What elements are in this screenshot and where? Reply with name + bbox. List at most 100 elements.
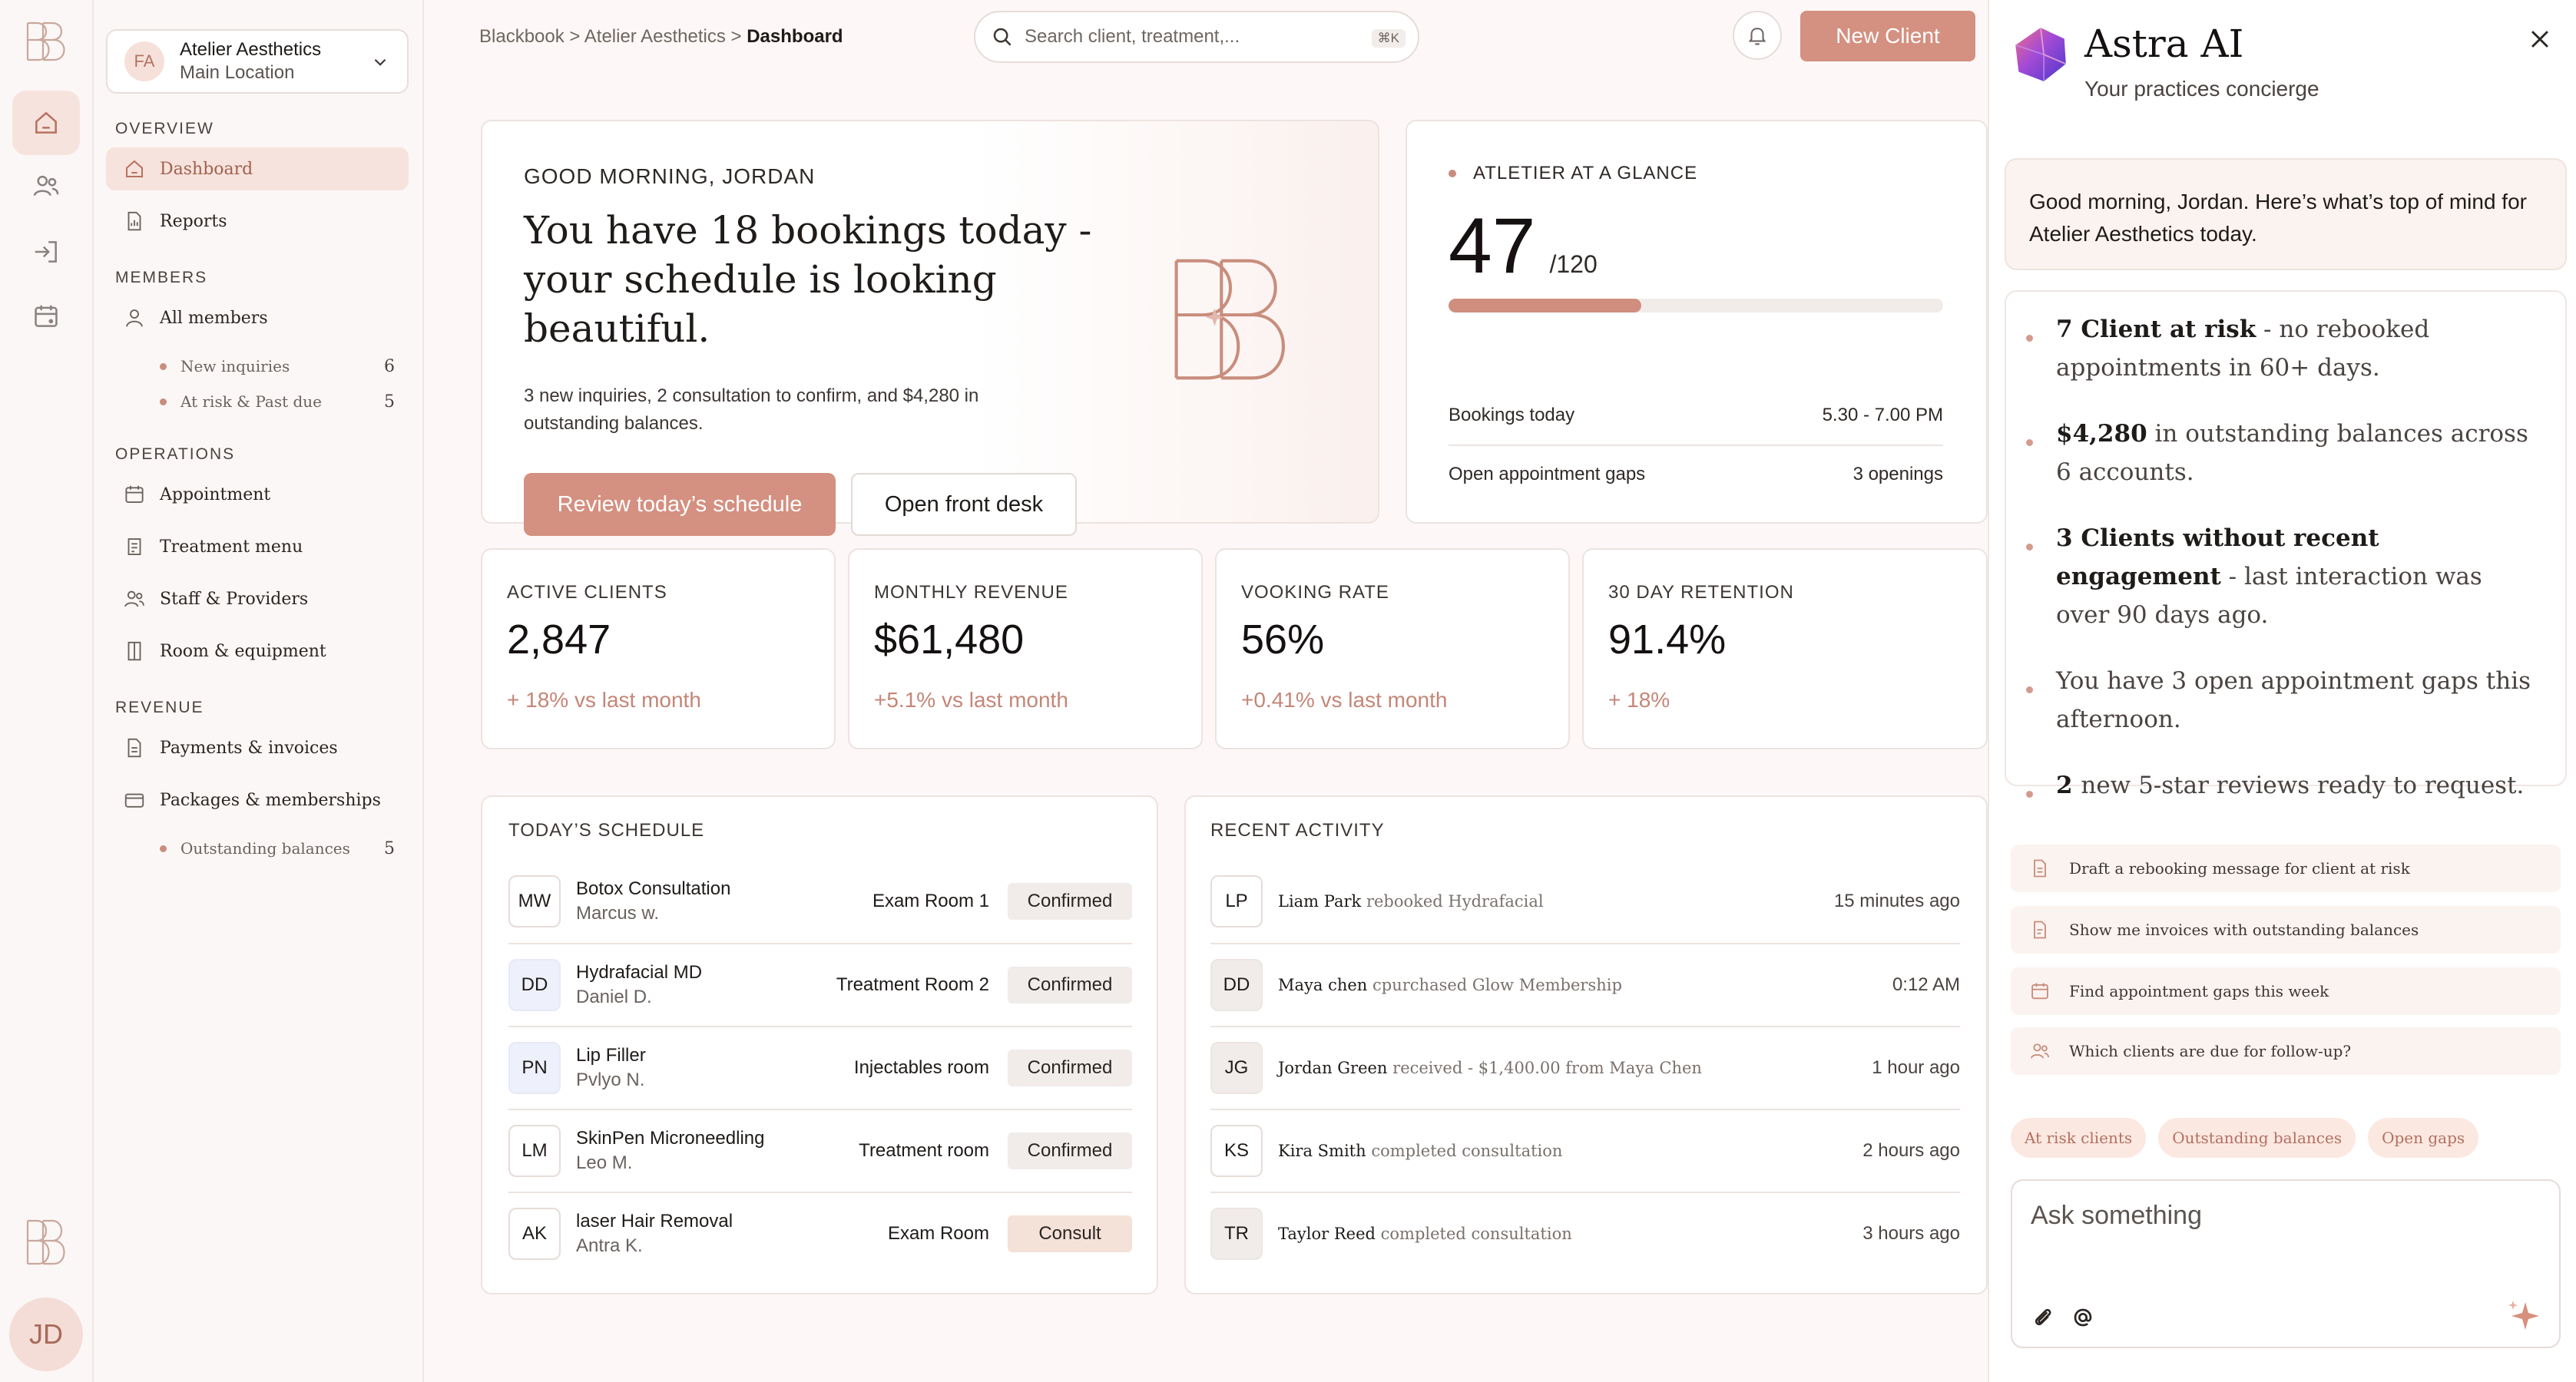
suggestion-invoices[interactable]: Show me invoices with outstanding balanc… <box>2011 906 2561 954</box>
insight-item[interactable]: $4,280 in outstanding balances across 6 … <box>2026 415 2542 491</box>
insight-text: new 5-star reviews ready to request. <box>2081 772 2525 799</box>
bullet-dot <box>2026 791 2033 798</box>
stat-label: MONTHLY REVENUE <box>874 582 1068 603</box>
glance-label: ATLETIER AT A GLANCE <box>1473 163 1698 183</box>
suggestion-gaps[interactable]: Find appointment gaps this week <box>2011 967 2561 1015</box>
clipboard-icon <box>127 538 141 555</box>
location-switcher[interactable]: FA Atelier Aesthetics Main Location <box>106 29 409 94</box>
notifications-button[interactable] <box>1733 11 1782 60</box>
activity-name: Jordan Green <box>1278 1059 1388 1077</box>
brand-monogram-icon <box>1174 259 1285 380</box>
glance-row-gaps: Open appointment gaps 3 openings <box>1449 445 1943 503</box>
suggestion-rebooking[interactable]: Draft a rebooking message for client at … <box>2011 845 2561 892</box>
glance-row-label: Open appointment gaps <box>1449 464 1646 484</box>
activity-row[interactable]: KS Kira Smith completed consultation 2 h… <box>1210 1109 1960 1192</box>
sidebar-item-staff[interactable]: Staff & Providers <box>106 577 409 620</box>
mention-button[interactable] <box>2071 1305 2095 1330</box>
chip-open-gaps[interactable]: Open gaps <box>2368 1118 2479 1158</box>
sidebar-item-appointment[interactable]: Appointment <box>106 473 409 516</box>
sidebar-subitem-at-risk[interactable]: At risk & Past due 5 <box>106 384 409 419</box>
sidebar-item-dashboard[interactable]: Dashboard <box>106 147 409 190</box>
sidebar-item-all-members[interactable]: All members <box>106 296 409 339</box>
client-initials: LP <box>1210 875 1263 927</box>
client-initials: AK <box>508 1208 561 1260</box>
breadcrumb-location[interactable]: Atelier Aesthetics <box>584 26 726 47</box>
sidebar-item-room[interactable]: Room & equipment <box>106 630 409 673</box>
schedule-row[interactable]: PN Lip Filler Pvlyo N. Injectables room C… <box>508 1026 1132 1109</box>
status-badge: Confirmed <box>1008 1132 1132 1169</box>
sidebar-item-treatment-menu[interactable]: Treatment menu <box>106 525 409 568</box>
close-icon[interactable] <box>2527 26 2553 52</box>
main-content: Blackbook > Atelier Aesthetics > Dashboa… <box>424 0 1988 1382</box>
search-input[interactable] <box>1025 26 1347 48</box>
new-client-button[interactable]: New Client <box>1800 11 1975 61</box>
insight-item[interactable]: 2 new 5-star reviews ready to request. <box>2026 766 2542 805</box>
stat-value: 56% <box>1241 617 1325 663</box>
section-overview: OVERVIEW <box>115 120 214 137</box>
sidebar-item-label: Reports <box>160 211 227 231</box>
client-name: Marcus w. <box>576 903 660 924</box>
activity-row[interactable]: TR Taylor Reed completed consultation 3 … <box>1210 1192 1960 1275</box>
activity-time: 3 hours ago <box>1862 1223 1960 1244</box>
at-sign-icon <box>2074 1308 2092 1327</box>
insight-item[interactable]: You have 3 open appointment gaps this af… <box>2026 662 2542 739</box>
package-icon <box>124 793 144 808</box>
sidebar-item-label: Packages & memberships <box>160 790 381 810</box>
ai-orb-icon <box>2015 28 2067 81</box>
rail-home-button[interactable] <box>12 91 80 155</box>
report-icon <box>127 211 141 231</box>
sparkle-send-icon[interactable] <box>2505 1298 2542 1334</box>
sidebar-item-payments[interactable]: Payments & invoices <box>106 726 409 769</box>
bullet-dot <box>160 398 167 405</box>
breadcrumb-root[interactable]: Blackbook <box>479 26 565 47</box>
bullet-dot <box>2026 439 2033 446</box>
insight-highlight: 3 Clients without recent engagement <box>2056 524 2379 590</box>
suggestion-label: Draft a rebooking message for client at … <box>2069 859 2410 878</box>
schedule-row[interactable]: LM SkinPen Microneedling Leo M. Treatment… <box>508 1109 1132 1192</box>
review-schedule-button[interactable]: Review today’s schedule <box>524 473 836 536</box>
activity-action: completed consultation <box>1371 1142 1563 1160</box>
activity-action: received - $1,400.00 from Maya Chen <box>1392 1059 1702 1077</box>
invoice-icon <box>127 738 141 758</box>
schedule-row[interactable]: MW Botox Consultation Marcus w. Exam Room… <box>508 860 1132 943</box>
stat-value: 91.4% <box>1608 617 1727 663</box>
client-initials: DD <box>1210 959 1263 1011</box>
activity-row[interactable]: JG Jordan Green received - $1,400.00 fro… <box>1210 1026 1960 1109</box>
insight-item[interactable]: 3 Clients without recent engagement - la… <box>2026 519 2542 634</box>
stat-value: $61,480 <box>874 617 1025 663</box>
rail-checkin-button[interactable] <box>12 220 80 284</box>
rail-calendar-button[interactable] <box>12 284 80 349</box>
attach-button[interactable] <box>2031 1305 2055 1330</box>
schedule-row[interactable]: AK laser Hair Removal Antra K. Exam Room … <box>508 1192 1132 1275</box>
greeting: GOOD MORNING, JORDAN <box>524 164 816 188</box>
top-bar: Blackbook > Atelier Aesthetics > Dashboa… <box>424 0 1988 75</box>
open-front-desk-button[interactable]: Open front desk <box>851 473 1077 536</box>
sidebar-subitem-new-inquiries[interactable]: New inquiries 6 <box>106 349 409 384</box>
activity-row[interactable]: LP Liam Park rebooked Hydrafacial 15 min… <box>1210 860 1960 943</box>
chip-outstanding-balances[interactable]: Outstanding balances <box>2158 1118 2356 1158</box>
client-initials: KS <box>1210 1125 1263 1177</box>
treatment-name: laser Hair Removal <box>576 1211 733 1232</box>
search-box[interactable]: ⌘K <box>974 11 1419 63</box>
document-icon <box>2034 859 2046 878</box>
activity-row[interactable]: DD Maya chen cpurchased Glow Membership … <box>1210 943 1960 1026</box>
sidebar-item-packages[interactable]: Packages & memberships <box>106 779 409 822</box>
bullet-dot <box>160 362 167 370</box>
sidebar-subitem-outstanding[interactable]: Outstanding balances 5 <box>106 831 409 866</box>
chip-at-risk-clients[interactable]: At risk clients <box>2011 1118 2147 1158</box>
hero-headline: You have 18 bookings today - your schedu… <box>524 208 1092 351</box>
count-badge: 5 <box>384 392 395 412</box>
invoice-icon <box>2034 921 2046 939</box>
user-avatar[interactable]: JD <box>9 1298 83 1371</box>
schedule-row[interactable]: DD Hydrafacial MD Daniel D. Treatment Roo… <box>508 943 1132 1026</box>
breadcrumb-current: Dashboard <box>747 26 843 47</box>
insight-highlight: 2 <box>2056 772 2081 799</box>
rail-members-button[interactable] <box>12 154 80 218</box>
sidebar-item-reports[interactable]: Reports <box>106 200 409 243</box>
ask-input[interactable] <box>2031 1201 2541 1278</box>
activity-action: rebooked Hydrafacial <box>1366 892 1544 911</box>
quick-chips: At risk clients Outstanding balances Ope… <box>2011 1118 2491 1158</box>
suggestion-follow-up[interactable]: Which clients are due for follow-up? <box>2011 1027 2561 1075</box>
insight-item[interactable]: 7 Client at risk - no rebooked appointme… <box>2026 310 2542 387</box>
location-badge: FA <box>124 41 164 81</box>
